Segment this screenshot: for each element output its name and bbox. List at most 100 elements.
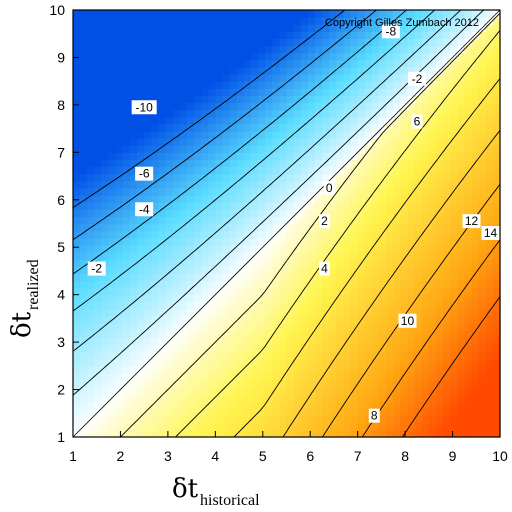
- heatmap-cell: [186, 66, 195, 75]
- heatmap-cell: [279, 52, 288, 61]
- heatmap-cell: [300, 180, 309, 189]
- heatmap-cell: [250, 301, 259, 310]
- heatmap-cell: [222, 52, 231, 61]
- heatmap-cell: [122, 237, 131, 246]
- heatmap-cell: [201, 294, 209, 303]
- heatmap-cell: [435, 202, 444, 210]
- heatmap-cell: [265, 316, 273, 324]
- heatmap-cell: [151, 273, 159, 282]
- heatmap-cell: [471, 429, 480, 438]
- heatmap-cell: [151, 187, 159, 196]
- heatmap-cell: [250, 159, 259, 168]
- heatmap-cell: [80, 66, 88, 75]
- heatmap-cell: [357, 251, 366, 260]
- heatmap-cell: [115, 259, 124, 267]
- heatmap-cell: [471, 266, 480, 274]
- heatmap-cell: [343, 351, 352, 360]
- heatmap-cell: [471, 31, 480, 40]
- heatmap-cell: [435, 401, 444, 410]
- heatmap-cell: [101, 294, 110, 303]
- heatmap-cell: [151, 230, 159, 239]
- heatmap-cell: [286, 344, 295, 353]
- heatmap-cell: [129, 95, 138, 104]
- heatmap-cell: [364, 88, 373, 96]
- heatmap-cell: [115, 10, 124, 18]
- heatmap-cell: [258, 195, 266, 203]
- heatmap-cell: [386, 109, 394, 118]
- heatmap-cell: [393, 109, 401, 118]
- heatmap-cell: [307, 294, 316, 303]
- heatmap-cell: [435, 17, 444, 25]
- heatmap-cell: [492, 316, 501, 324]
- heatmap-cell: [258, 74, 266, 82]
- heatmap-cell: [386, 316, 394, 324]
- heatmap-cell: [371, 152, 380, 161]
- heatmap-cell: [428, 202, 437, 210]
- heatmap-cell: [307, 95, 316, 104]
- heatmap-cell: [151, 202, 159, 210]
- heatmap-cell: [144, 401, 152, 410]
- heatmap-cell: [272, 88, 280, 96]
- heatmap-cell: [165, 280, 174, 289]
- heatmap-cell: [94, 31, 103, 40]
- heatmap-cell: [272, 401, 280, 410]
- svg-text:-2: -2: [91, 262, 102, 276]
- heatmap-cell: [115, 316, 124, 324]
- heatmap-cell: [201, 187, 209, 196]
- heatmap-cell: [478, 380, 487, 388]
- heatmap-cell: [80, 145, 88, 153]
- heatmap-cell: [101, 66, 110, 75]
- heatmap-cell: [151, 180, 159, 189]
- heatmap-cell: [158, 415, 167, 424]
- heatmap-cell: [471, 230, 480, 239]
- heatmap-cell: [386, 273, 394, 282]
- heatmap-cell: [492, 237, 501, 246]
- heatmap-cell: [158, 52, 167, 61]
- heatmap-cell: [129, 401, 138, 410]
- heatmap-cell: [414, 95, 423, 104]
- heatmap-cell: [80, 365, 88, 374]
- heatmap-cell: [129, 38, 138, 47]
- heatmap-cell: [236, 365, 245, 374]
- heatmap-cell: [193, 166, 202, 175]
- heatmap-cell: [414, 401, 423, 410]
- heatmap-cell: [129, 59, 138, 68]
- heatmap-cell: [293, 337, 302, 346]
- heatmap-cell: [215, 195, 224, 203]
- heatmap-cell: [293, 230, 302, 239]
- heatmap-cell: [250, 422, 259, 431]
- heatmap-cell: [129, 123, 138, 132]
- heatmap-cell: [322, 251, 330, 260]
- heatmap-cell: [400, 52, 409, 61]
- heatmap-cell: [122, 244, 131, 253]
- heatmap-cell: [151, 52, 159, 61]
- heatmap-cell: [122, 152, 131, 161]
- heatmap-cell: [201, 266, 209, 274]
- heatmap-cell: [265, 273, 273, 282]
- heatmap-cell: [73, 316, 81, 324]
- heatmap-cell: [471, 123, 480, 132]
- heatmap-cell: [492, 308, 501, 317]
- heatmap-cell: [158, 358, 167, 367]
- heatmap-cell: [464, 17, 473, 25]
- heatmap-cell: [215, 337, 224, 346]
- heatmap-cell: [485, 52, 494, 61]
- heatmap-cell: [443, 145, 451, 153]
- heatmap-cell: [443, 287, 451, 296]
- heatmap-cell: [386, 88, 394, 96]
- heatmap-cell: [485, 159, 494, 168]
- heatmap-cell: [236, 152, 245, 161]
- heatmap-cell: [379, 45, 387, 54]
- heatmap-cell: [386, 102, 394, 111]
- heatmap-cell: [492, 202, 501, 210]
- heatmap-cell: [307, 209, 316, 217]
- heatmap-cell: [201, 195, 209, 203]
- heatmap-cell: [307, 59, 316, 68]
- heatmap-cell: [336, 380, 345, 388]
- heatmap-cell: [208, 130, 216, 139]
- heatmap-cell: [101, 244, 110, 253]
- heatmap-cell: [386, 59, 394, 68]
- heatmap-cell: [172, 344, 181, 353]
- heatmap-cell: [428, 259, 437, 267]
- heatmap-cell: [129, 10, 138, 18]
